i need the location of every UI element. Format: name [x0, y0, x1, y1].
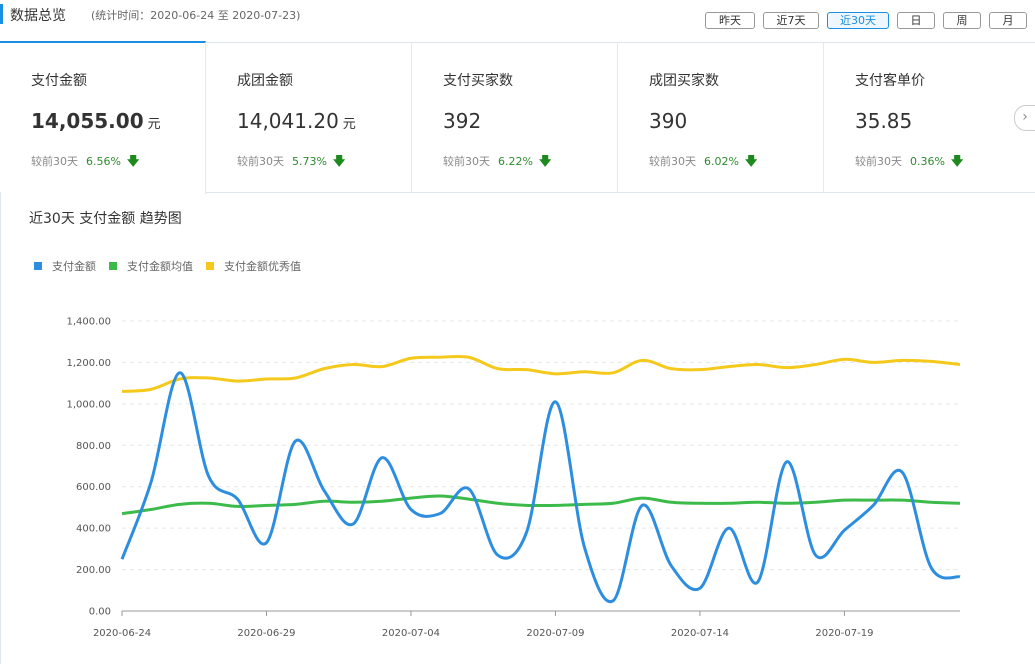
metric-card-avg-order[interactable]: 支付客单价 35.85 较前30天 0.36% 🡇 — [824, 43, 1034, 192]
arrow-down-icon: 🡇 — [538, 154, 552, 168]
metric-value: 14,041.20 元 — [237, 109, 356, 133]
period-button-week[interactable]: 周 — [943, 12, 981, 29]
x-tick-label: 2020-06-24 — [93, 628, 151, 639]
legend-item-pay-amount[interactable]: 支付金额 — [34, 258, 96, 274]
metric-label: 支付买家数 — [443, 73, 513, 89]
period-buttons: 昨天 近7天 近30天 日 周 月 — [705, 12, 1027, 29]
metric-card-group-buyers[interactable]: 成团买家数 390 较前30天 6.02% 🡇 — [618, 43, 824, 192]
y-tick-label: 0.00 — [89, 607, 111, 618]
legend-swatch — [206, 262, 214, 270]
y-tick-label: 800.00 — [76, 441, 111, 452]
metric-value: 390 — [649, 109, 688, 133]
chart-title: 近30天 支付金额 趋势图 — [29, 211, 182, 227]
page-title: 数据总览 — [10, 8, 66, 24]
x-tick-label: 2020-07-14 — [671, 628, 729, 639]
period-button-yesterday[interactable]: 昨天 — [705, 12, 755, 29]
legend-swatch — [34, 262, 42, 270]
metric-value: 14,055.00 元 — [31, 109, 161, 133]
x-tick-label: 2020-07-19 — [815, 628, 873, 639]
period-button-month[interactable]: 月 — [989, 12, 1027, 29]
metric-label: 支付客单价 — [855, 73, 925, 89]
series-line-avg — [121, 494, 961, 516]
arrow-down-icon: 🡇 — [332, 154, 346, 168]
y-tick-label: 200.00 — [76, 565, 111, 576]
x-tick-label: 2020-07-04 — [382, 628, 440, 639]
legend-item-excellent[interactable]: 支付金额优秀值 — [206, 258, 301, 274]
chart-legend: 支付金额 支付金额均值 支付金额优秀值 — [34, 258, 314, 274]
title-accent-bar — [0, 4, 3, 24]
metric-card-group-amount[interactable]: 成团金额 14,041.20 元 较前30天 5.73% 🡇 — [206, 43, 412, 192]
series-line-excellent — [121, 354, 961, 393]
stat-period: (统计时间：2020-06-24 至 2020-07-23) — [91, 9, 301, 22]
legend-swatch — [109, 262, 117, 270]
metric-value: 35.85 — [855, 109, 913, 133]
chevron-right-icon[interactable]: › — [1014, 105, 1035, 131]
metric-compare: 较前30天 6.02% 🡇 — [649, 154, 758, 168]
trend-chart: 0.00 200.00 400.00 600.00 800.00 1,000.00 1,20… — [66, 317, 961, 639]
metric-card-pay-amount[interactable]: 支付金额 14,055.00 元 较前30天 6.56% 🡇 — [0, 41, 206, 195]
header: 数据总览 (统计时间：2020-06-24 至 2020-07-23) 昨天 近… — [0, 0, 1035, 42]
x-tick-label: 2020-07-09 — [526, 628, 584, 639]
metric-value: 392 — [443, 109, 482, 133]
arrow-down-icon: 🡇 — [126, 154, 140, 168]
metric-card-pay-buyers[interactable]: 支付买家数 392 较前30天 6.22% 🡇 — [412, 43, 618, 192]
arrow-down-icon: 🡇 — [744, 154, 758, 168]
metric-compare: 较前30天 5.73% 🡇 — [237, 154, 346, 168]
metric-compare: 较前30天 6.22% 🡇 — [443, 154, 552, 168]
metric-compare: 较前30天 0.36% 🡇 — [855, 154, 964, 168]
y-tick-label: 1,200.00 — [66, 358, 111, 369]
x-tick-label: 2020-06-29 — [237, 628, 295, 639]
y-tick-label: 400.00 — [76, 524, 111, 535]
metric-label: 成团买家数 — [649, 73, 719, 89]
chart-panel: 近30天 支付金额 趋势图 支付金额 支付金额均值 支付金额优秀值 0.00 20… — [0, 192, 1035, 664]
series-line-pay-amount — [120, 371, 961, 604]
metric-label: 成团金额 — [237, 73, 293, 89]
period-button-7days[interactable]: 近7天 — [763, 12, 819, 29]
metric-compare: 较前30天 6.56% 🡇 — [31, 154, 140, 168]
y-tick-label: 600.00 — [76, 482, 111, 493]
y-tick-label: 1,000.00 — [66, 399, 111, 410]
metric-label: 支付金额 — [31, 73, 87, 89]
period-button-day[interactable]: 日 — [897, 12, 935, 29]
metrics-row: 支付金额 14,055.00 元 较前30天 6.56% 🡇 成团金额 14,041.… — [0, 41, 1035, 195]
legend-item-avg[interactable]: 支付金额均值 — [109, 258, 193, 274]
y-tick-label: 1,400.00 — [66, 317, 111, 328]
arrow-down-icon: 🡇 — [950, 154, 964, 168]
period-button-30days[interactable]: 近30天 — [827, 12, 889, 29]
